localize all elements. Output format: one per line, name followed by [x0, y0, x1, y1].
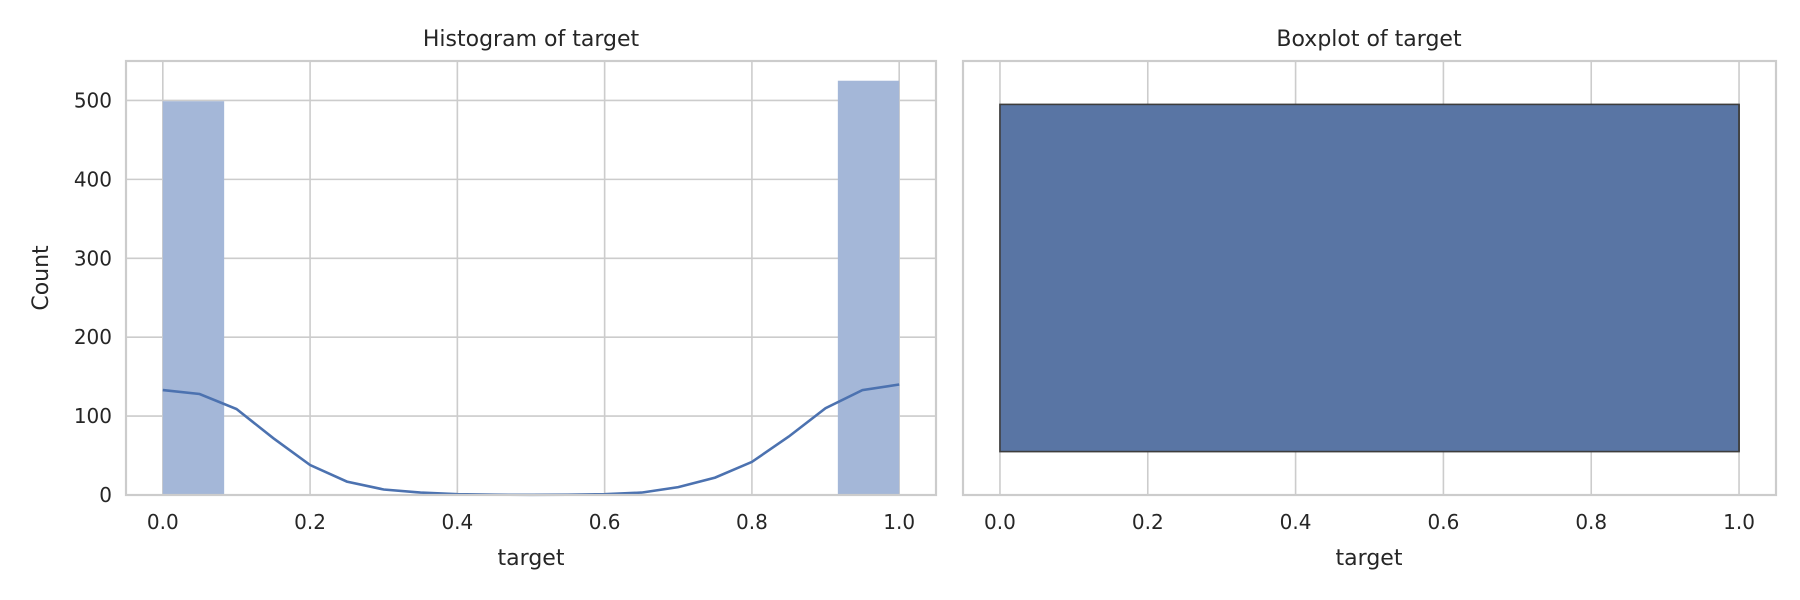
kde-curve: [162, 383, 900, 497]
histogram-x-axis-label: target: [498, 546, 565, 571]
boxplot-x-tick-label: 0.4: [1280, 510, 1312, 534]
histogram-frame: [124, 59, 938, 497]
boxplot-panel: 0.0 0.2 0.4 0.6 0.8 1.0 Boxplot of target tar…: [961, 27, 1778, 571]
histogram-y-axis-label: Count: [29, 245, 54, 311]
histogram-y-ticks: 0 100 200 300 400 500: [74, 88, 112, 507]
histogram-title: Histogram of target: [423, 27, 640, 52]
histogram-x-ticks: 0.0 0.2 0.4 0.6 0.8 1.0: [147, 510, 915, 534]
boxplot-x-axis-label: target: [1336, 546, 1403, 571]
histogram-x-tick-label: 0.8: [736, 510, 768, 534]
box: [999, 103, 1740, 453]
histogram-panel: 0.0 0.2 0.4 0.6 0.8 1.0 0 100 200 300 400 500 Hist…: [29, 27, 938, 571]
histogram-y-tick-label: 100: [74, 404, 112, 428]
histogram-y-tick-label: 500: [74, 88, 112, 112]
boxplot-x-ticks: 0.0 0.2 0.4 0.6 0.8 1.0: [984, 510, 1755, 534]
boxplot-x-tick-label: 0.6: [1428, 510, 1460, 534]
histogram-y-tick-label: 200: [74, 325, 112, 349]
boxplot-x-tick-label: 1.0: [1723, 510, 1755, 534]
histogram-x-tick-label: 0.4: [441, 510, 473, 534]
histogram-y-tick-label: 0: [99, 483, 112, 507]
histogram-x-tick-label: 0.6: [589, 510, 621, 534]
histogram-grid: [126, 61, 936, 496]
boxplot-x-tick-label: 0.2: [1132, 510, 1164, 534]
histogram-x-tick-label: 0.2: [294, 510, 326, 534]
boxplot-title: Boxplot of target: [1276, 27, 1462, 52]
histogram-bar: [162, 101, 225, 495]
boxplot-x-tick-label: 0.0: [984, 510, 1016, 534]
histogram-y-tick-label: 300: [74, 246, 112, 270]
boxplot-x-tick-label: 0.8: [1575, 510, 1607, 534]
histogram-bars: [162, 80, 900, 496]
boxplot-frame: [961, 59, 1778, 497]
histogram-x-tick-label: 0.0: [147, 510, 179, 534]
histogram-bar: [837, 80, 900, 496]
histogram-y-tick-label: 400: [74, 167, 112, 191]
histogram-x-tick-label: 1.0: [883, 510, 915, 534]
